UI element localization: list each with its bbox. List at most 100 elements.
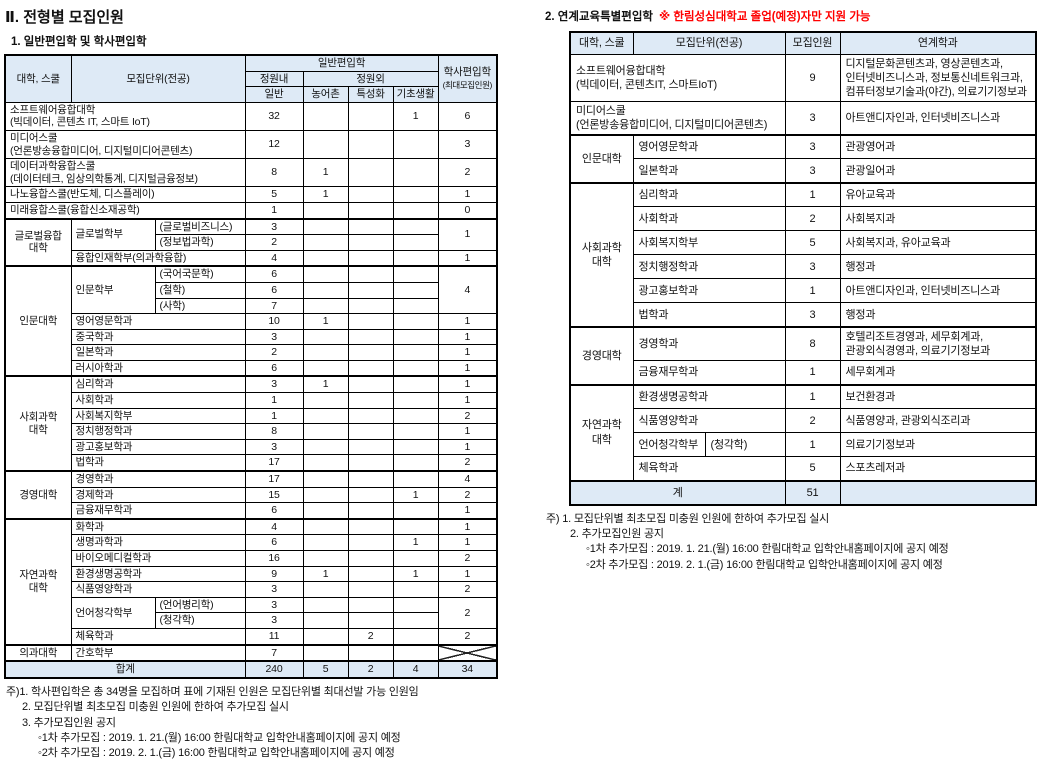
table-cell: [302, 359, 349, 377]
table-cell: 인문대학: [569, 133, 634, 184]
table-cell: 1: [437, 249, 498, 267]
table-cell: 합계: [4, 660, 246, 679]
table-cell: 1: [784, 181, 841, 208]
table-cell: 5: [784, 456, 841, 482]
table-cell: 글로벌학부: [70, 217, 156, 251]
table-cell: 경영대학: [4, 470, 72, 520]
footnote-line: 주) 1. 모집단위별 최초모집 미충원 인원에 한하여 추가모집 실시: [546, 512, 830, 525]
table-cell: [392, 423, 439, 440]
table-cell: [347, 534, 394, 551]
table-cell: 영어영문학과: [70, 313, 246, 330]
table-cell: [392, 297, 439, 315]
table-cell: 2: [437, 486, 498, 504]
table-cell: 3: [244, 612, 304, 629]
table-cell: 나노융합스쿨(반도체, 디스플레이): [4, 186, 246, 203]
table-cell: (국어국문학): [154, 265, 246, 283]
table-cell: 2: [784, 206, 841, 232]
table-cell: 1: [437, 392, 498, 409]
table-cell: 5: [244, 186, 304, 203]
table-cell: 51: [784, 479, 841, 506]
table-cell: 6: [244, 359, 304, 377]
table-cell: [347, 158, 394, 188]
table-cell: (청각학): [154, 612, 246, 629]
table-cell: [392, 344, 439, 361]
table-cell: 융합인재학부(의과학융합): [70, 249, 246, 267]
table-cell: 소프트웨어융합대학 (빅데이터, 콘텐츠 IT, 스마트 IoT): [4, 101, 246, 131]
table-cell: [347, 186, 394, 203]
table-cell: 3: [784, 302, 841, 328]
table-cell: [347, 517, 394, 536]
table-cell: [302, 407, 349, 425]
table-cell: [347, 281, 394, 299]
table-cell: (사학): [154, 297, 246, 315]
right-footnotes: 주) 1. 모집단위별 최초모집 미충원 인원에 한하여 추가모집 실시 2. …: [545, 512, 1043, 574]
table-cell: 1: [437, 217, 498, 251]
table-cell: [347, 217, 394, 236]
table-cell: 2: [347, 660, 394, 679]
table-cell: 1: [437, 517, 498, 536]
table-cell: [347, 643, 394, 662]
table-cell: [347, 129, 394, 160]
table-cell: [302, 581, 349, 598]
table-cell: 환경생명공학과: [70, 565, 246, 583]
footnote-line: ◦2차 추가모집 : 2019. 2. 1.(금) 16:00 한림대학교 입학…: [38, 747, 395, 760]
table-cell: 정치행정학과: [70, 423, 246, 440]
table-cell: [347, 234, 394, 251]
table-cell: 생명과학과: [70, 534, 246, 551]
table-cell: 글로벌융합 대학: [4, 217, 72, 267]
table-cell: [302, 328, 349, 346]
table-cell: 심리학과: [632, 181, 786, 208]
table-cell: 4: [244, 517, 304, 536]
table-cell: [347, 375, 394, 394]
table-cell: [347, 486, 394, 504]
table-cell: 3: [244, 581, 304, 598]
table-cell: [302, 297, 349, 315]
table-cell: 9: [244, 565, 304, 583]
table-cell: 식품영양과, 관광외식조리과: [839, 408, 1037, 434]
table-cell: 1: [437, 375, 498, 394]
table-cell: 2: [437, 550, 498, 567]
table-cell: [302, 470, 349, 488]
table-cell: 4: [437, 470, 498, 488]
table-cell: 1: [302, 158, 349, 188]
table-cell: 행정과: [839, 302, 1037, 328]
table-cell: 인문대학: [4, 265, 72, 377]
header-cell: 모집단위(전공): [632, 31, 786, 55]
table-cell: [347, 438, 394, 456]
footnote-line: 2. 모집단위별 최초모집 미충원 인원에 한하여 추가모집 실시: [22, 701, 289, 714]
table-cell: 언어청각학부: [70, 596, 156, 629]
table-cell: 2: [244, 344, 304, 361]
table-cell: 16: [244, 550, 304, 567]
table-cell: 사회학과: [632, 206, 786, 232]
table-cell: 1: [437, 344, 498, 361]
table-cell: 중국학과: [70, 328, 246, 346]
table-cell: 0: [437, 201, 498, 220]
table-cell: 미래융합스쿨(융합신소재공학): [4, 201, 246, 220]
header-cell: 농어촌: [302, 86, 349, 103]
table-cell: (청각학): [704, 432, 786, 458]
table-cell: [347, 201, 394, 220]
table-cell: 미디어스쿨 (언론방송융합미디어, 디지털미디어콘텐츠): [4, 129, 246, 160]
table-cell: 법학과: [70, 454, 246, 472]
right-subtitle-text: 2. 연계교육특별편입학: [545, 11, 654, 23]
table-cell: 관광영어과: [839, 133, 1037, 160]
table-cell: [302, 201, 349, 220]
table-cell: 정치행정학과: [632, 254, 786, 280]
table-cell: 금융재무학과: [632, 360, 786, 386]
table-cell: [347, 454, 394, 472]
table-cell: 1: [437, 534, 498, 551]
table-cell: 6: [437, 101, 498, 131]
linked-education-transfer-table: 대학, 스쿨 모집단위(전공) 모집인원 연계학과 소프트웨어융합대학 (빅데이터, 콘텐…: [569, 31, 1038, 506]
table-cell: 광고홍보학과: [70, 438, 246, 456]
table-cell: 3: [244, 596, 304, 614]
table-cell: 1: [784, 383, 841, 410]
table-cell: 240: [244, 660, 304, 679]
table-cell: 2: [347, 627, 394, 646]
table-cell: [392, 454, 439, 472]
table-cell: 2: [437, 596, 498, 629]
table-cell: [347, 297, 394, 315]
table-cell: 사회과학 대학: [4, 375, 72, 472]
table-cell: 계: [569, 479, 786, 506]
table-cell: [302, 612, 349, 629]
table-cell: 17: [244, 470, 304, 488]
